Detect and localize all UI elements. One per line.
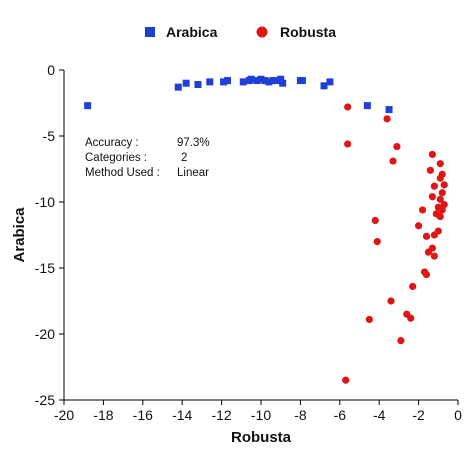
annotation-value: 2 (181, 152, 187, 164)
y-axis-title: Arabica (11, 207, 28, 263)
series-robusta (342, 103, 448, 384)
data-point-robusta (418, 206, 427, 214)
legend-marker-square-icon (145, 27, 155, 37)
legend-label: Arabica (166, 24, 218, 40)
data-point-arabica (194, 81, 202, 89)
data-point-arabica (273, 77, 281, 85)
data-point-robusta (383, 115, 391, 123)
y-tick-label: -25 (35, 392, 55, 408)
x-tick-label: -4 (373, 407, 386, 423)
data-point-robusta (438, 206, 446, 214)
data-point-robusta (420, 268, 429, 276)
legend-label: Robusta (280, 24, 336, 40)
data-point-robusta (428, 150, 436, 159)
annotation-value: Linear (177, 167, 209, 179)
data-point-robusta (438, 189, 446, 197)
data-point-robusta (436, 174, 444, 182)
data-point-robusta (428, 193, 436, 201)
data-point-arabica (84, 102, 92, 110)
data-point-robusta (344, 140, 352, 148)
data-point-arabica (385, 106, 393, 114)
data-point-robusta (407, 314, 415, 322)
legend-item-robusta: Robusta (256, 24, 336, 40)
x-tick-label: -10 (251, 407, 271, 423)
data-point-robusta (424, 248, 433, 256)
data-point-robusta (434, 227, 442, 235)
data-point-arabica (277, 75, 285, 83)
data-point-arabica (220, 78, 228, 86)
data-point-arabica (326, 78, 334, 86)
legend-item-arabica: Arabica (145, 24, 218, 40)
axes: -20 -18 -16 -14 -12 -10 -8 -6 -4 -2 00-5-10-15-20-… (35, 62, 462, 423)
data-point-arabica (206, 78, 214, 86)
data-point-robusta (397, 337, 405, 345)
annotation-label: Categories : (85, 152, 147, 164)
annotation-label: Accuracy : (85, 137, 139, 149)
y-tick-label: -10 (35, 194, 55, 210)
data-point-robusta (373, 238, 381, 246)
data-point-arabica (239, 78, 247, 86)
x-tick-label: -6 (334, 407, 347, 423)
y-tick-label: -15 (35, 260, 55, 276)
y-tick-label: 0 (47, 62, 55, 78)
data-point-robusta (436, 195, 444, 203)
data-point-arabica (320, 82, 328, 90)
annotation-box: Accuracy : 97.3% Categories : 2 Method Used … (85, 137, 210, 179)
data-point-robusta (365, 315, 373, 324)
data-point-robusta (389, 157, 397, 165)
data-point-arabica (261, 77, 269, 85)
data-point-robusta (371, 216, 379, 225)
x-axis-title: Robusta (231, 429, 292, 446)
x-tick-label: -18 (93, 407, 113, 423)
data-point-robusta (344, 103, 352, 111)
data-point-arabica (253, 77, 261, 85)
data-point-arabica (298, 77, 306, 85)
data-point-robusta (430, 182, 438, 190)
data-point-arabica (182, 79, 190, 87)
data-point-arabica (363, 102, 371, 110)
x-tick-label: -14 (172, 407, 192, 423)
x-tick-label: -16 (133, 407, 153, 423)
data-point-robusta (436, 212, 444, 221)
data-point-robusta (415, 222, 423, 230)
data-point-arabica (224, 77, 232, 85)
data-point-robusta (440, 181, 448, 189)
data-point-arabica (279, 79, 287, 87)
annotation-value: 97.3% (177, 137, 210, 149)
data-point-robusta (430, 252, 438, 260)
x-tick-label: -8 (294, 407, 307, 423)
data-points (84, 75, 448, 384)
data-point-robusta (387, 297, 395, 305)
series-arabica (84, 75, 393, 114)
annotation-label: Method Used : (85, 167, 160, 179)
data-point-robusta (426, 166, 435, 174)
legend: Arabica Robusta (145, 24, 336, 40)
x-tick-label: 0 (454, 407, 462, 423)
data-point-robusta (342, 376, 350, 384)
data-point-arabica (265, 78, 273, 86)
data-point-arabica (247, 75, 255, 83)
data-point-arabica (257, 75, 265, 83)
data-point-robusta (436, 160, 444, 168)
data-point-robusta (409, 282, 417, 291)
x-tick-label: -20 (54, 407, 74, 423)
y-tick-label: -20 (35, 326, 55, 342)
data-point-robusta (393, 142, 401, 151)
legend-marker-circle-icon (256, 26, 268, 38)
y-tick-label: -5 (43, 128, 56, 144)
x-tick-label: -2 (412, 407, 425, 423)
data-point-arabica (269, 77, 277, 85)
data-point-robusta (422, 232, 431, 240)
data-point-arabica (174, 83, 182, 91)
x-tick-label: -12 (211, 407, 231, 423)
